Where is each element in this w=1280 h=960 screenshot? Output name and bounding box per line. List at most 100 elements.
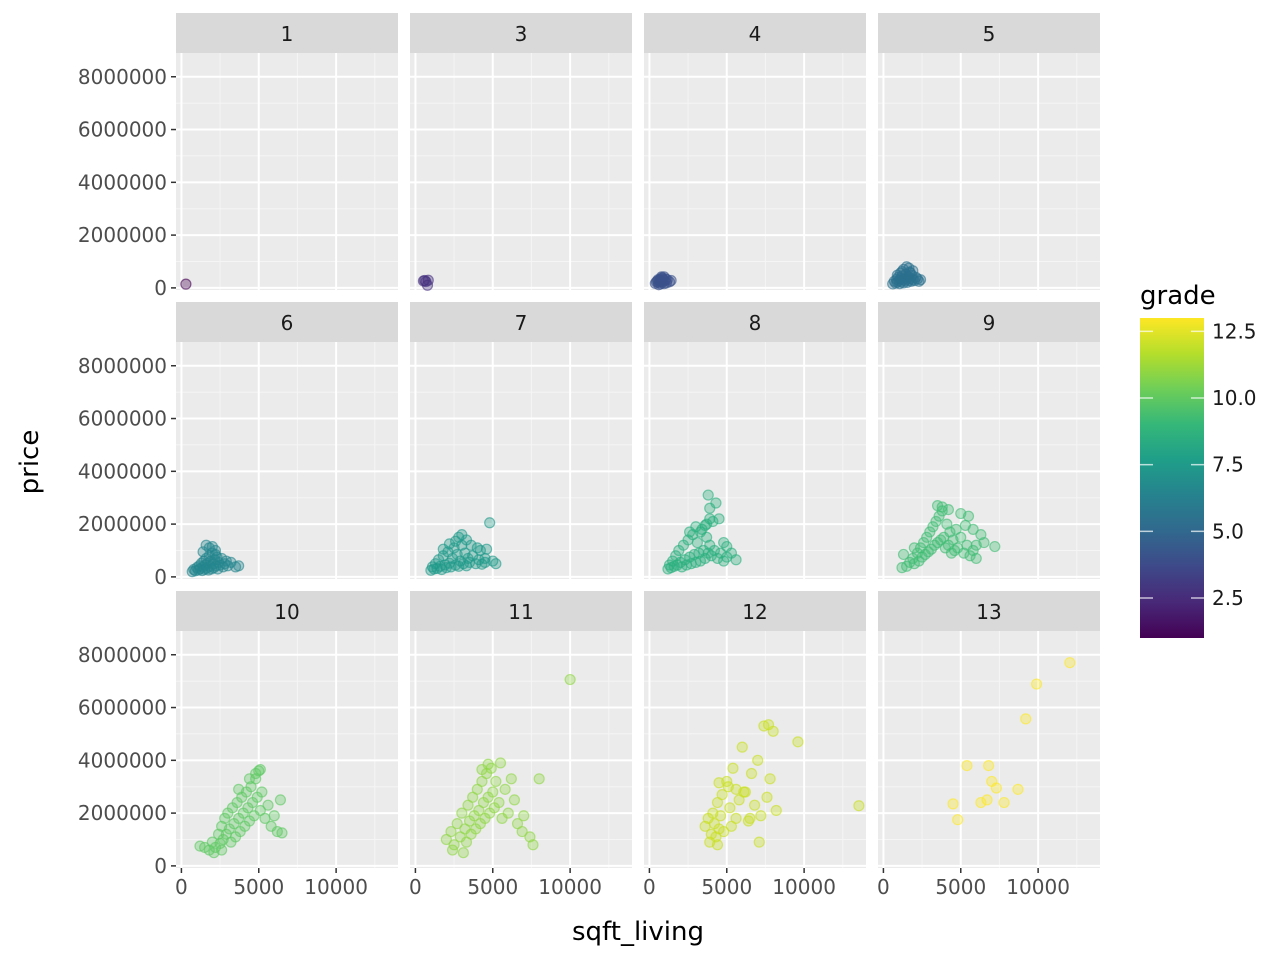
- data-point: [456, 807, 468, 819]
- facet-panel-9: 9: [878, 302, 1100, 579]
- data-point: [749, 799, 761, 811]
- panel-background: [644, 631, 866, 868]
- data-point: [752, 754, 764, 766]
- colorbar-tick-label: 7.5: [1212, 453, 1244, 477]
- y-tick-label: 6000000: [78, 118, 167, 142]
- facet-strip-label: 13: [976, 600, 1001, 624]
- data-point: [721, 540, 733, 553]
- data-point: [254, 763, 266, 776]
- colorbar-tick-label: 10.0: [1212, 386, 1257, 410]
- data-point: [964, 550, 976, 562]
- facet-strip-label: 9: [983, 311, 996, 335]
- facet-strip-label: 8: [749, 311, 762, 335]
- colorbar-legend: grade 2.5 5.0 7.5 10.0 12.5: [1140, 281, 1257, 638]
- data-point: [983, 759, 995, 772]
- data-point: [713, 777, 725, 789]
- y-tick-label: 8000000: [78, 643, 167, 667]
- facet-panel-5: 5: [878, 13, 1100, 290]
- data-point: [480, 543, 493, 555]
- data-point: [1020, 713, 1032, 725]
- data-point: [256, 786, 268, 798]
- data-point: [209, 548, 222, 561]
- data-point: [998, 796, 1010, 809]
- data-point: [942, 503, 954, 516]
- data-point: [219, 812, 231, 824]
- x-axis-title: sqft_living: [572, 917, 704, 947]
- facet-strip-label: 4: [749, 22, 762, 46]
- facet-strip-label: 12: [742, 600, 767, 624]
- data-point: [927, 521, 939, 533]
- data-point: [518, 810, 530, 822]
- data-point: [990, 782, 1002, 794]
- data-point: [450, 535, 462, 547]
- data-point: [713, 513, 725, 525]
- data-point: [233, 783, 245, 795]
- panel-background: [878, 631, 1100, 868]
- data-point: [896, 562, 908, 574]
- data-point: [730, 554, 742, 566]
- data-point: [451, 818, 463, 830]
- data-point: [762, 719, 775, 731]
- colorbar-tick-label: 2.5: [1212, 586, 1244, 610]
- data-point: [970, 552, 982, 565]
- y-tick-label: 2000000: [78, 801, 167, 825]
- data-point: [457, 847, 469, 859]
- data-point: [891, 269, 903, 281]
- data-point: [533, 773, 545, 785]
- data-point: [704, 502, 716, 514]
- data-point: [970, 539, 982, 551]
- data-point: [744, 812, 756, 824]
- data-point: [494, 757, 507, 769]
- data-point: [853, 800, 865, 812]
- x-tick-label: 0: [175, 875, 188, 899]
- panel-background: [644, 53, 866, 290]
- data-point: [716, 789, 728, 801]
- data-point: [770, 804, 782, 817]
- y-tick-label: 0: [154, 276, 167, 300]
- facet-strip-label: 7: [515, 311, 528, 335]
- data-point: [493, 796, 505, 809]
- data-point: [216, 844, 228, 856]
- data-point: [914, 274, 927, 286]
- data-point: [981, 794, 993, 806]
- data-point: [1064, 657, 1076, 669]
- data-point: [694, 526, 707, 538]
- data-point: [482, 758, 494, 770]
- y-tick-label: 2000000: [78, 223, 167, 247]
- data-point: [727, 762, 739, 774]
- data-point: [516, 825, 528, 838]
- data-point: [921, 531, 933, 543]
- data-point: [276, 827, 288, 839]
- data-point: [527, 839, 539, 851]
- data-point: [658, 271, 670, 283]
- data-point: [736, 741, 748, 753]
- panel-background: [878, 53, 1100, 290]
- data-point: [738, 786, 750, 798]
- x-tick-label: 0: [877, 875, 890, 899]
- data-point: [446, 844, 459, 856]
- y-tick-label: 4000000: [78, 170, 167, 194]
- data-point: [718, 825, 730, 838]
- data-point: [714, 810, 727, 822]
- x-tick-label: 10000: [772, 875, 836, 899]
- x-tick-label: 10000: [304, 875, 368, 899]
- data-point: [930, 515, 942, 528]
- facet-strip: [410, 13, 632, 53]
- facet-panel-4: 4: [644, 13, 866, 291]
- y-tick-label: 8000000: [78, 65, 167, 89]
- facet-strip: [644, 591, 866, 631]
- y-tick-label: 2000000: [78, 512, 167, 536]
- data-point: [262, 799, 274, 811]
- facet-strip: [644, 302, 866, 342]
- x-tick-label: 5000: [701, 875, 752, 899]
- data-point: [755, 810, 767, 822]
- data-point: [484, 517, 496, 529]
- data-point: [764, 773, 776, 785]
- panel-background: [176, 53, 398, 290]
- facet-strip-label: 11: [508, 600, 533, 624]
- data-point: [508, 794, 521, 806]
- facet-panel-3: 3: [410, 13, 632, 291]
- data-point: [421, 279, 434, 291]
- facet-panel-13: 13 0 5000 10000: [877, 591, 1100, 899]
